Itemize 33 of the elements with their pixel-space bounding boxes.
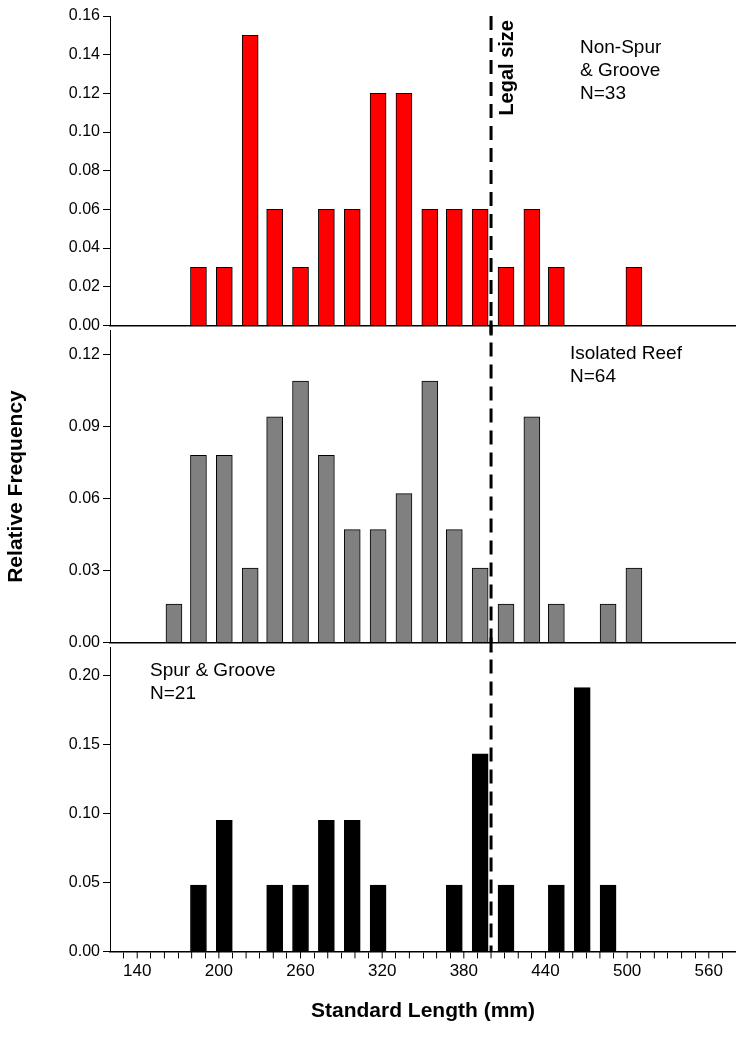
y-tick-label: 0.12: [68, 344, 101, 362]
x-tick-label: 560: [694, 961, 723, 981]
y-tick-label: 0.12: [68, 83, 101, 101]
x-axis-title: Standard Length (mm): [311, 998, 535, 1022]
y-tick-label: 0.16: [68, 6, 101, 24]
x-tick-label: 200: [204, 961, 234, 981]
x-tick-label: 500: [612, 961, 642, 981]
ref-line-label: Legal size: [495, 20, 518, 116]
y-tick-label: 0.14: [68, 45, 101, 63]
y-tick-label: 0.05: [68, 872, 101, 890]
y-tick-label: 0.08: [68, 161, 101, 179]
y-tick-label: 0.04: [68, 238, 101, 256]
y-tick-label: 0.06: [68, 199, 101, 217]
y-tick-label: 0.09: [68, 416, 101, 434]
x-tick-label: 320: [367, 961, 397, 981]
y-tick-label: 0.03: [68, 560, 101, 578]
x-tick-label: 140: [123, 961, 152, 981]
y-axis-title: Relative Frequency: [3, 389, 27, 583]
y-tick-label: 0.20: [68, 665, 101, 683]
annotation: Non-Spur & Groove N=33: [580, 35, 662, 103]
y-tick-label: 0.15: [68, 734, 101, 752]
y-tick-label: 0.00: [68, 941, 101, 959]
y-tick-label: 0.10: [68, 803, 101, 821]
y-tick-label: 0.02: [68, 277, 101, 295]
y-tick-label: 0.00: [68, 632, 101, 650]
x-tick-label: 260: [286, 961, 315, 981]
y-tick-label: 0.00: [68, 315, 101, 333]
x-tick-label: 380: [449, 961, 479, 981]
annotation: Isolated Reef N=64: [570, 342, 683, 387]
annotation: Spur & Groove N=21: [150, 659, 276, 704]
y-tick-label: 0.06: [68, 488, 101, 506]
y-tick-label: 0.10: [68, 122, 101, 140]
x-tick-label: 440: [531, 961, 560, 981]
